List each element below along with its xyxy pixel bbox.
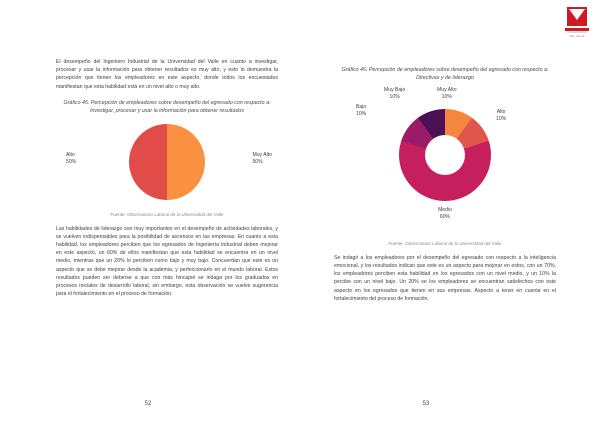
logo-caption: UNIVERSIDAD DEL VALLE	[567, 31, 587, 38]
left-closing-paragraph: Las habilidades de liderazgo son muy imp…	[56, 225, 278, 298]
donut-label-bajo-value: 10%	[356, 111, 367, 118]
donut-label-bajo: Bajo 10%	[356, 104, 366, 119]
figure-46-source: Fuente: Observatorio Laboral de la Unive…	[388, 240, 502, 246]
figure-46-chart: Muy Bajo 10% Muy Alto 10% Bajo 10% Alto …	[334, 87, 556, 237]
pie-chart-grafico-45	[129, 123, 205, 200]
pie-label-alto-name: Alto	[66, 151, 75, 158]
left-page-column: El desempeño del Ingeniero Industrial de…	[56, 58, 278, 304]
donut-label-alto-name: Alto	[496, 108, 506, 115]
left-intro-paragraph: El desempeño del Ingeniero Industrial de…	[56, 59, 278, 90]
figure-45-chart: Alto 50% Muy Alto 50%	[56, 120, 278, 208]
donut-label-alto-value: 10%	[496, 116, 507, 123]
figure-45-title: Gráfico 45. Percepción de empleadores so…	[63, 99, 271, 115]
donut-label-muy-bajo-name: Muy Bajo	[384, 86, 406, 93]
right-closing-paragraph: Se indagó a los empleadores por el desem…	[334, 254, 556, 302]
donut-label-medio-value: 60%	[439, 214, 451, 221]
pie-label-alto: Alto 50%	[66, 152, 76, 167]
universidad-del-valle-logo: UNIVERSIDAD DEL VALLE	[564, 6, 590, 38]
page-number-left: 52	[144, 401, 152, 407]
figure-46-title: Gráfico 46. Percepción de empleadores so…	[341, 67, 549, 82]
donut-label-alto: Alto 10%	[496, 109, 506, 124]
logo-bar	[565, 28, 589, 31]
pie-label-muy-alto: Muy Alto 50%	[252, 152, 272, 167]
donut-label-medio: Medio 60%	[438, 207, 452, 222]
pie-label-muy-alto-name: Muy Alto	[252, 151, 272, 158]
donut-chart-grafico-46	[399, 108, 491, 201]
figure-45-source: Fuente: Observatorio Laboral de la Unive…	[110, 211, 224, 217]
donut-label-muy-bajo-value: 10%	[389, 94, 400, 101]
pie-label-alto-value: 50%	[66, 159, 77, 166]
donut-label-muy-bajo: Muy Bajo 10%	[384, 87, 405, 102]
donut-label-medio-name: Medio	[438, 206, 452, 213]
donut-label-muy-alto-name: Muy Alto	[437, 86, 457, 93]
right-page-column: Gráfico 46. Percepción de empleadores so…	[334, 58, 556, 309]
page-number-right: 53	[422, 401, 430, 407]
logo-mark-icon	[566, 6, 588, 27]
donut-label-muy-alto: Muy Alto 10%	[437, 87, 457, 102]
pie-label-muy-alto-value: 50%	[252, 159, 263, 166]
donut-label-muy-alto-value: 10%	[441, 94, 452, 101]
donut-label-bajo-name: Bajo	[356, 103, 367, 110]
